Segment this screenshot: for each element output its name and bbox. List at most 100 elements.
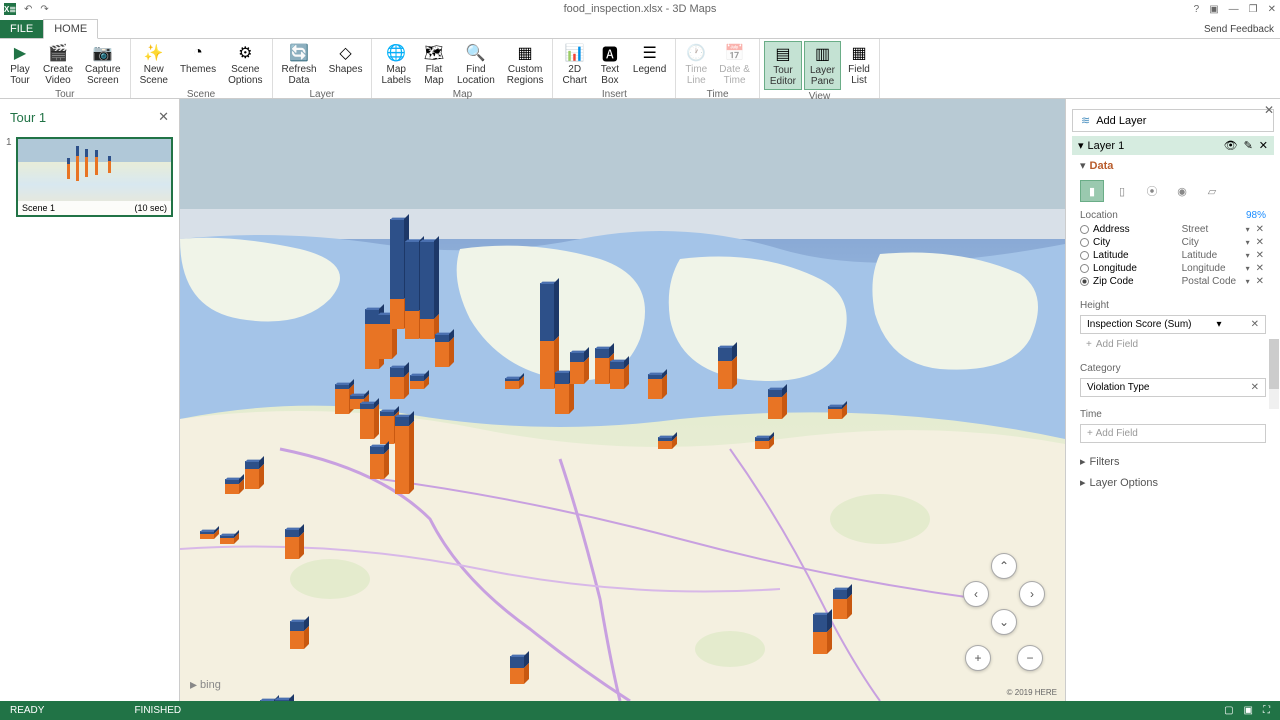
add-layer-button[interactable]: ≋ Add Layer bbox=[1072, 109, 1274, 132]
data-bar[interactable] bbox=[360, 403, 374, 439]
data-bar[interactable] bbox=[813, 614, 827, 654]
restore-icon[interactable]: ❐ bbox=[1249, 4, 1258, 15]
data-bar[interactable] bbox=[380, 411, 394, 444]
radio-icon[interactable] bbox=[1080, 238, 1089, 247]
data-bar[interactable] bbox=[718, 347, 732, 389]
viz-clustered-column-button[interactable]: ▯ bbox=[1110, 180, 1134, 202]
redo-icon[interactable]: ↷ bbox=[40, 4, 48, 15]
viz-heatmap-button[interactable]: ◉ bbox=[1170, 180, 1194, 202]
filters-section[interactable]: ▸Filters bbox=[1072, 451, 1274, 472]
remove-height-icon[interactable]: ✕ bbox=[1251, 319, 1259, 330]
remove-field-icon[interactable]: ✕ bbox=[1254, 276, 1266, 287]
help-icon[interactable]: ? bbox=[1194, 4, 1200, 15]
location-match-pct[interactable]: 98% bbox=[1246, 210, 1266, 221]
data-bar[interactable] bbox=[335, 384, 349, 414]
data-bar[interactable] bbox=[220, 535, 234, 544]
rotate-right-button[interactable]: › bbox=[1019, 581, 1045, 607]
location-field-row[interactable]: Latitude Latitude ▾ ✕ bbox=[1080, 249, 1266, 262]
data-bar[interactable] bbox=[610, 361, 624, 389]
add-time-field-button[interactable]: + Add Field bbox=[1080, 424, 1266, 443]
data-bar[interactable] bbox=[225, 479, 239, 494]
scrollbar[interactable] bbox=[1269, 339, 1279, 409]
field-type[interactable]: City bbox=[1182, 237, 1242, 248]
field-type[interactable]: Street bbox=[1182, 224, 1242, 235]
field-type[interactable]: Longitude bbox=[1182, 263, 1242, 274]
capture-screen-button[interactable]: 📷CaptureScreen bbox=[80, 41, 126, 88]
new-scene-button[interactable]: ✨NewScene bbox=[135, 41, 173, 88]
remove-category-icon[interactable]: ✕ bbox=[1251, 382, 1259, 393]
shapes-button[interactable]: ◇Shapes bbox=[324, 41, 368, 88]
visibility-icon[interactable]: 👁 bbox=[1224, 139, 1238, 152]
data-bar[interactable] bbox=[200, 531, 214, 539]
legend-button[interactable]: ☰Legend bbox=[628, 41, 671, 88]
zoom-in-button[interactable]: + bbox=[965, 645, 991, 671]
map-labels-button[interactable]: 🌐MapLabels bbox=[376, 41, 415, 88]
tilt-up-button[interactable]: ⌃ bbox=[991, 553, 1017, 579]
remove-field-icon[interactable]: ✕ bbox=[1254, 237, 1266, 248]
data-bar[interactable] bbox=[755, 437, 769, 449]
tour-editor-button[interactable]: ▤TourEditor bbox=[764, 41, 802, 90]
themes-button[interactable]: ◔Themes bbox=[175, 41, 221, 88]
add-height-field-button[interactable]: +Add Field bbox=[1080, 336, 1266, 353]
data-bar[interactable] bbox=[505, 378, 519, 389]
data-bar[interactable] bbox=[410, 375, 424, 389]
layer-options-section[interactable]: ▸Layer Options bbox=[1072, 472, 1274, 493]
close-icon[interactable]: ✕ bbox=[1268, 4, 1276, 15]
undo-icon[interactable]: ↶ bbox=[24, 4, 32, 15]
data-bar[interactable] bbox=[570, 352, 584, 384]
text-box-button[interactable]: 🅰TextBox bbox=[594, 41, 626, 88]
field-type[interactable]: Postal Code bbox=[1182, 276, 1242, 287]
radio-icon[interactable] bbox=[1080, 251, 1089, 260]
sb-view3-icon[interactable]: ⛶ bbox=[1263, 705, 1270, 716]
remove-field-icon[interactable]: ✕ bbox=[1254, 263, 1266, 274]
data-bar[interactable] bbox=[658, 437, 672, 449]
layer-panel-close-icon[interactable]: ✕ bbox=[1264, 103, 1274, 117]
collapse-icon[interactable]: ▾ bbox=[1078, 139, 1084, 152]
field-type[interactable]: Latitude bbox=[1182, 250, 1242, 261]
rotate-left-button[interactable]: ‹ bbox=[963, 581, 989, 607]
scene-options-button[interactable]: ⚙SceneOptions bbox=[223, 41, 267, 88]
play-tour-button[interactable]: ▶PlayTour bbox=[4, 41, 36, 88]
data-bar[interactable] bbox=[260, 700, 274, 701]
radio-icon[interactable] bbox=[1080, 264, 1089, 273]
data-bar[interactable] bbox=[370, 446, 384, 479]
dropdown-icon[interactable]: ▾ bbox=[1246, 225, 1250, 234]
tour-close-icon[interactable]: ✕ bbox=[158, 109, 169, 125]
data-bar[interactable] bbox=[595, 348, 609, 384]
remove-field-icon[interactable]: ✕ bbox=[1254, 250, 1266, 261]
sb-view1-icon[interactable]: ▢ bbox=[1224, 705, 1233, 716]
ribbon-options-icon[interactable]: ▣ bbox=[1209, 4, 1218, 15]
data-bar[interactable] bbox=[435, 334, 449, 367]
viz-region-button[interactable]: ▱ bbox=[1200, 180, 1224, 202]
remove-field-icon[interactable]: ✕ bbox=[1254, 224, 1266, 235]
viz-bubble-button[interactable]: ⦿ bbox=[1140, 180, 1164, 202]
data-bar[interactable] bbox=[648, 374, 662, 399]
dropdown-icon[interactable]: ▾ bbox=[1246, 238, 1250, 247]
dropdown-icon[interactable]: ▾ bbox=[1246, 251, 1250, 260]
map-canvas[interactable]: ▸bing © 2019 HERE ⌃ ‹ › ⌄ + − bbox=[180, 99, 1065, 701]
layer-pane-button[interactable]: ▥LayerPane bbox=[804, 41, 841, 90]
location-field-row[interactable]: Longitude Longitude ▾ ✕ bbox=[1080, 262, 1266, 275]
2d-chart-button[interactable]: 📊2DChart bbox=[557, 41, 591, 88]
data-bar[interactable] bbox=[768, 389, 782, 419]
data-bar[interactable] bbox=[510, 656, 524, 684]
data-bar[interactable] bbox=[833, 589, 847, 619]
dropdown-icon[interactable]: ▾ bbox=[1246, 277, 1250, 286]
dropdown-icon[interactable]: ▾ bbox=[1246, 264, 1250, 273]
data-bar[interactable] bbox=[290, 621, 304, 649]
data-bar[interactable] bbox=[390, 219, 404, 329]
layer-header[interactable]: ▾ Layer 1 👁 ✎ ✕ bbox=[1072, 136, 1274, 155]
refresh-data-button[interactable]: 🔄RefreshData bbox=[277, 41, 322, 88]
tilt-down-button[interactable]: ⌄ bbox=[991, 609, 1017, 635]
radio-icon[interactable] bbox=[1080, 225, 1089, 234]
radio-icon[interactable] bbox=[1080, 277, 1089, 286]
data-bar[interactable] bbox=[365, 309, 379, 369]
delete-layer-icon[interactable]: ✕ bbox=[1259, 139, 1268, 152]
field-list-button[interactable]: ▦FieldList bbox=[843, 41, 875, 90]
tab-home[interactable]: HOME bbox=[43, 19, 98, 39]
scene-thumbnail[interactable]: Scene 1 (10 sec) bbox=[16, 137, 173, 217]
data-bar[interactable] bbox=[828, 406, 842, 419]
create-video-button[interactable]: 🎬CreateVideo bbox=[38, 41, 78, 88]
category-field[interactable]: Violation Type ✕ bbox=[1080, 378, 1266, 397]
height-field[interactable]: Inspection Score (Sum) ▾ ✕ bbox=[1080, 315, 1266, 334]
